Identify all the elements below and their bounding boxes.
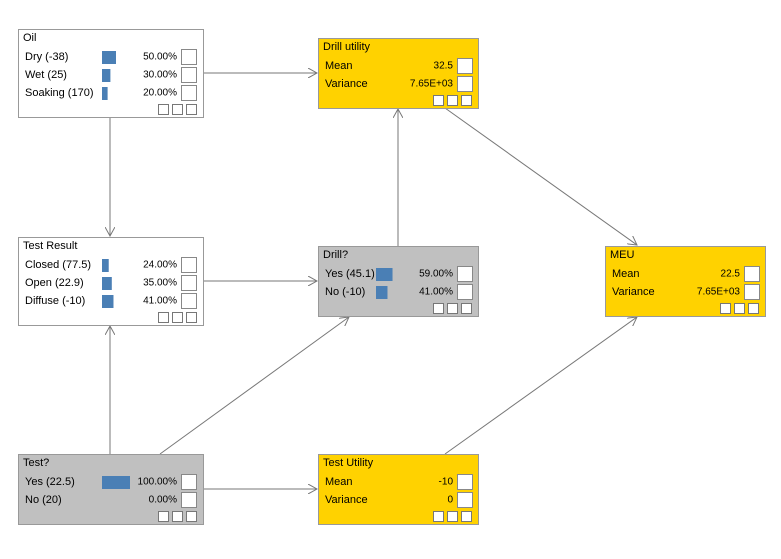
row-label: Wet (25): [25, 69, 67, 81]
edges: [110, 73, 637, 489]
probability-bar: [102, 295, 114, 308]
evidence-checkbox[interactable]: [457, 492, 473, 508]
node: Drill utility Mean 32.5 Variance 7.65E+03: [318, 38, 479, 109]
row-value: -10: [439, 477, 454, 488]
probability-bar: [102, 259, 109, 272]
row-label: Diffuse (-10): [25, 295, 85, 307]
node-icon-button[interactable]: [433, 303, 444, 314]
row-value: 100.00%: [138, 477, 178, 488]
row-label: Variance: [325, 78, 368, 90]
row-value: 41.00%: [143, 296, 177, 307]
node-icon-button[interactable]: [734, 303, 745, 314]
probability-bar: [102, 277, 112, 290]
row-label: No (-10): [325, 286, 365, 298]
row-label: Closed (77.5): [25, 259, 91, 271]
evidence-checkbox[interactable]: [457, 58, 473, 74]
node-icon-button[interactable]: [433, 511, 444, 522]
row-label: Yes (22.5): [25, 476, 75, 488]
node-title: Drill?: [323, 249, 348, 261]
node-icon-button[interactable]: [158, 104, 169, 115]
row-label: Mean: [325, 60, 353, 72]
node-icon-button[interactable]: [186, 312, 197, 323]
evidence-checkbox[interactable]: [744, 266, 760, 282]
row-value: 0.00%: [149, 495, 177, 506]
node-icon-button[interactable]: [447, 95, 458, 106]
evidence-checkbox[interactable]: [181, 67, 197, 83]
evidence-checkbox[interactable]: [457, 76, 473, 92]
node-icon-button[interactable]: [433, 95, 444, 106]
node-icon-button[interactable]: [172, 104, 183, 115]
probability-bar: [102, 87, 108, 100]
evidence-checkbox[interactable]: [181, 85, 197, 101]
node-title: Test?: [23, 457, 49, 469]
evidence-checkbox[interactable]: [181, 474, 197, 490]
node-icon-button[interactable]: [461, 303, 472, 314]
node-title: Test Utility: [323, 457, 374, 469]
node: Oil Dry (-38) 50.00% Wet (25) 30.00% Soaking …: [18, 29, 204, 118]
evidence-checkbox[interactable]: [181, 492, 197, 508]
node-icon-button[interactable]: [158, 511, 169, 522]
row-value: 35.00%: [143, 278, 177, 289]
evidence-checkbox[interactable]: [181, 293, 197, 309]
edge: [444, 107, 637, 245]
probability-bar: [102, 69, 111, 82]
probability-bar: [376, 268, 393, 281]
probability-bar: [102, 476, 130, 489]
row-value: 32.5: [434, 61, 454, 72]
row-value: 59.00%: [419, 269, 453, 280]
row-label: Soaking (170): [25, 87, 94, 99]
evidence-checkbox[interactable]: [744, 284, 760, 300]
node-icon-button[interactable]: [172, 511, 183, 522]
node: Drill? Yes (45.1) 59.00% No (-10) 41.00%: [318, 246, 479, 317]
row-value: 24.00%: [143, 260, 177, 271]
evidence-checkbox[interactable]: [181, 49, 197, 65]
node-box: [18, 29, 204, 118]
row-label: Yes (45.1): [325, 268, 375, 280]
row-label: Variance: [325, 494, 368, 506]
row-value: 50.00%: [143, 52, 177, 63]
node: Test Utility Mean -10 Variance 0: [318, 454, 479, 525]
row-value: 22.5: [721, 269, 741, 280]
row-label: No (20): [25, 494, 62, 506]
row-value: 0: [447, 495, 453, 506]
edge: [444, 317, 637, 455]
evidence-checkbox[interactable]: [181, 275, 197, 291]
node-icon-button[interactable]: [172, 312, 183, 323]
node-icon-button[interactable]: [748, 303, 759, 314]
row-label: Mean: [612, 268, 640, 280]
node-icon-button[interactable]: [447, 511, 458, 522]
node-icon-button[interactable]: [720, 303, 731, 314]
node-title: Test Result: [23, 240, 77, 252]
row-label: Open (22.9): [25, 277, 84, 289]
node: Test? Yes (22.5) 100.00% No (20) 0.00%: [18, 454, 204, 525]
edge: [159, 317, 349, 455]
node-icon-button[interactable]: [186, 511, 197, 522]
evidence-checkbox[interactable]: [181, 257, 197, 273]
node: MEU Mean 22.5 Variance 7.65E+03: [605, 246, 766, 317]
row-label: Variance: [612, 286, 655, 298]
node-title: Drill utility: [323, 41, 371, 53]
probability-bar: [102, 51, 116, 64]
row-label: Mean: [325, 476, 353, 488]
row-value: 7.65E+03: [697, 287, 741, 298]
node: Test Result Closed (77.5) 24.00% Open (22.9…: [18, 237, 204, 326]
evidence-checkbox[interactable]: [457, 266, 473, 282]
row-value: 20.00%: [143, 88, 177, 99]
evidence-checkbox[interactable]: [457, 474, 473, 490]
node-icon-button[interactable]: [158, 312, 169, 323]
node-title: MEU: [610, 249, 635, 261]
row-value: 30.00%: [143, 70, 177, 81]
row-value: 7.65E+03: [410, 79, 454, 90]
node-icon-button[interactable]: [461, 511, 472, 522]
row-label: Dry (-38): [25, 51, 68, 63]
probability-bar: [376, 286, 388, 299]
evidence-checkbox[interactable]: [457, 284, 473, 300]
node-title: Oil: [23, 32, 36, 44]
row-value: 41.00%: [419, 287, 453, 298]
node-icon-button[interactable]: [447, 303, 458, 314]
node-icon-button[interactable]: [461, 95, 472, 106]
node-icon-button[interactable]: [186, 104, 197, 115]
